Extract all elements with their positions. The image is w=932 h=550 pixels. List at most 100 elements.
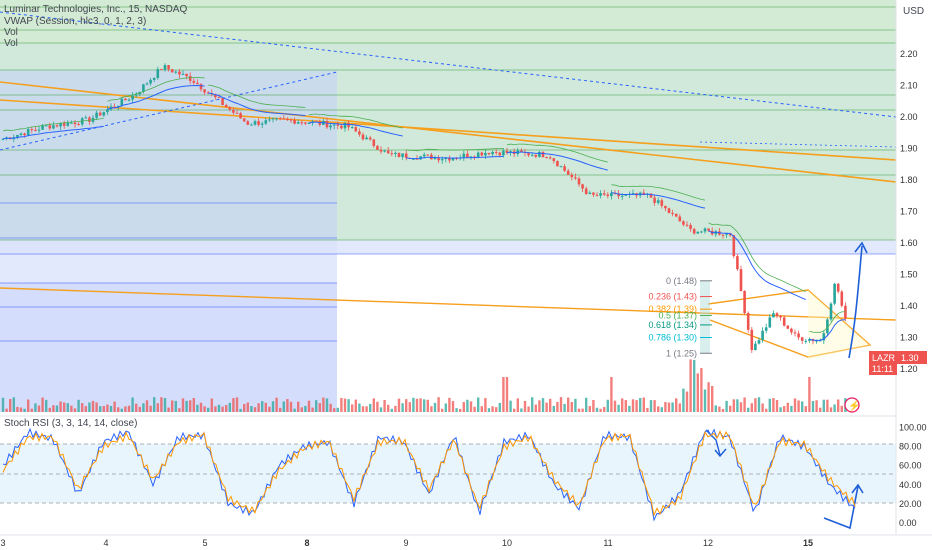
volume-bar-182 — [657, 406, 660, 412]
volume-bar-139 — [502, 377, 505, 412]
earnings-icon[interactable] — [844, 397, 860, 413]
candle-body-172 — [620, 195, 624, 197]
volume-bar-185 — [667, 402, 671, 412]
rsi-tick-2: 60.00 — [899, 461, 922, 471]
candle-body-45 — [163, 65, 167, 70]
fib-label-5: 0.786 (1.30) — [648, 333, 697, 343]
candle-body-194 — [700, 231, 703, 233]
candle-body-106 — [383, 150, 386, 152]
candle-body-191 — [689, 224, 692, 229]
candle-body-92 — [332, 124, 336, 126]
volume-bar-113 — [408, 402, 411, 412]
volume-bar-64 — [232, 398, 235, 412]
volume-bar-157 — [567, 397, 570, 412]
fib-label-2: 0.382 (1.39) — [648, 304, 697, 314]
vwap-line-6 — [611, 192, 706, 209]
candle-body-62 — [224, 104, 228, 108]
volume-bar-205 — [739, 402, 743, 412]
candle-body-84 — [304, 122, 307, 124]
volume-bar-116 — [419, 398, 422, 412]
volume-bar-75 — [271, 401, 275, 412]
volume-bar-210 — [757, 397, 761, 412]
vwap-band-8 — [809, 311, 846, 333]
volume-bar-178 — [642, 397, 645, 412]
price-tick-7: 1.50 — [900, 270, 918, 280]
candle-body-155 — [559, 166, 563, 168]
volume-bar-79 — [286, 399, 289, 412]
volume-bar-98 — [354, 399, 357, 412]
time-tick-7: 12 — [703, 538, 713, 548]
candle-body-76 — [275, 118, 278, 120]
vwap-line-0 — [2, 125, 104, 140]
volume-bar-45 — [163, 398, 167, 412]
candle-body-107 — [386, 150, 390, 154]
candle-body-108 — [390, 153, 394, 155]
volume-bar-77 — [279, 407, 282, 412]
fib-label-3: 0.5 (1.37) — [658, 310, 697, 320]
candle-body-12 — [44, 125, 48, 127]
vwap-line-3 — [308, 121, 403, 137]
volume-bar-65 — [235, 397, 239, 412]
volume-bar-181 — [653, 400, 656, 412]
rsi-band — [0, 444, 896, 503]
candle-body-169 — [610, 192, 613, 197]
volume-bar-128 — [462, 402, 465, 412]
candle-body-151 — [545, 157, 548, 159]
price-tick-0: 2.20 — [900, 49, 918, 59]
candle-body-133 — [480, 152, 484, 156]
candle-body-205 — [739, 269, 743, 291]
volume-bar-90 — [325, 398, 329, 412]
candle-body-57 — [206, 92, 210, 94]
volume-bar-99 — [358, 403, 361, 412]
candle-body-94 — [340, 125, 343, 129]
volume-bar-190 — [685, 391, 689, 412]
candle-body-132 — [476, 152, 480, 158]
price-tick-10: 1.20 — [900, 364, 918, 374]
volume-bar-154 — [556, 401, 559, 412]
rsi-arrow — [823, 485, 859, 530]
volume-bar-78 — [282, 401, 285, 412]
candle-body-20 — [73, 122, 77, 125]
volume-bar-201 — [725, 400, 728, 412]
volume-bar-206 — [743, 397, 746, 412]
volume-bar-110 — [397, 398, 401, 412]
volume-bar-216 — [779, 407, 782, 412]
volume-bar-170 — [613, 400, 617, 412]
price-tick-8: 1.40 — [900, 301, 918, 311]
candle-body-17 — [62, 123, 66, 126]
volume-bar-103 — [372, 398, 375, 412]
candle-body-40 — [145, 83, 149, 85]
candle-body-201 — [725, 233, 728, 235]
volume-bar-137 — [495, 407, 498, 412]
volume-bar-13 — [48, 407, 51, 412]
volume-bar-209 — [754, 398, 757, 412]
volume-bar-24 — [88, 402, 91, 412]
candle-body-198 — [714, 231, 718, 235]
candle-body-218 — [786, 325, 790, 329]
volume-bar-218 — [786, 402, 789, 412]
candle-body-31 — [113, 106, 116, 108]
volume-bar-204 — [736, 399, 739, 412]
candle-body-173 — [624, 194, 628, 196]
volume-bar-35 — [127, 405, 131, 412]
volume-bar-9 — [34, 403, 37, 412]
candle-body-166 — [599, 193, 602, 196]
volume-bar-93 — [336, 407, 339, 412]
volume-bar-100 — [361, 406, 365, 412]
volume-bar-199 — [718, 406, 721, 412]
volume-bar-163 — [588, 406, 591, 412]
dashed-trend-2 — [0, 71, 338, 151]
volume-bar-40 — [145, 400, 149, 412]
volume-bar-195 — [703, 389, 707, 412]
volume-bar-106 — [383, 399, 386, 412]
volume-bar-28 — [102, 406, 105, 412]
volume-bar-177 — [639, 397, 642, 412]
candle-body-44 — [160, 69, 163, 71]
volume-bar-14 — [52, 405, 55, 412]
trendline-2 — [0, 99, 897, 161]
fib-label-4: 0.618 (1.34) — [648, 320, 697, 330]
rsi-tick-1: 80.00 — [899, 442, 922, 452]
volume-bar-36 — [131, 397, 134, 412]
badge-timer: 11:11 — [872, 364, 893, 374]
